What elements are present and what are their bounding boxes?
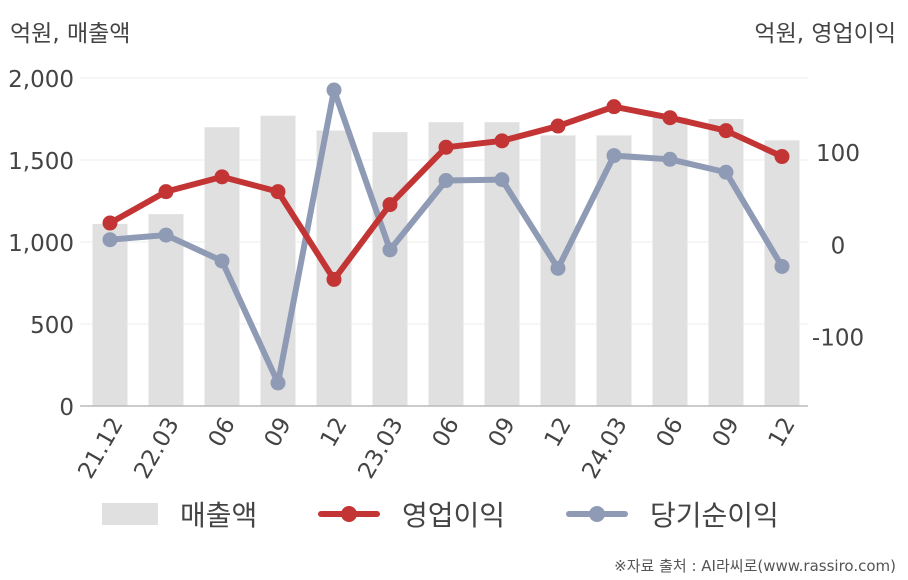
operating-profit-point: [774, 149, 790, 165]
left-axis-ticks: 0 500 1,000 1,500 2,000: [8, 67, 74, 421]
combo-chart: 0 500 1,000 1,500 2,000 -100 0 100 21.12 22.03 0…: [8, 67, 864, 483]
sales-bar: [148, 214, 184, 406]
left-axis-tick-label: 0: [59, 395, 74, 421]
right-axis-tick-label: -100: [812, 326, 864, 352]
left-axis-tick-label: 2,000: [8, 67, 74, 93]
legend-swatch-sales: [102, 503, 158, 525]
sales-bar: [484, 122, 520, 406]
x-axis-ticks: 21.12 22.03 06 09 12 23.03 06 09 12 24.03 06 09 12: [73, 413, 800, 483]
right-axis-unit: 억원, 영업이익: [754, 21, 896, 47]
net-income-point: [550, 260, 566, 276]
legend: 매출액 영업이익 당기순이익: [0, 492, 908, 536]
x-axis-tick-label: 06: [204, 413, 241, 451]
x-axis-tick-label: 06: [428, 413, 465, 451]
x-axis-tick-label: 12: [764, 413, 801, 451]
net-income-point: [214, 253, 230, 269]
net-income-point: [158, 227, 174, 243]
sales-bar: [92, 223, 128, 406]
right-axis-ticks: -100 0 100: [812, 141, 864, 352]
x-axis-tick-label: 06: [652, 413, 689, 451]
net-income-point: [326, 82, 342, 98]
operating-profit-point: [662, 110, 678, 126]
net-income-point: [382, 242, 398, 258]
net-income-point: [270, 375, 286, 391]
sales-bars: [92, 115, 800, 407]
net-income-point: [494, 172, 510, 188]
x-axis-tick-label: 12: [540, 413, 577, 451]
left-axis-tick-label: 500: [30, 313, 74, 339]
legend-swatch-net-income: [566, 503, 628, 525]
operating-profit-point: [494, 133, 510, 149]
left-axis-tick-label: 1,500: [8, 149, 74, 175]
operating-profit-point: [438, 139, 454, 155]
legend-label-operating-profit: 영업이익: [402, 499, 506, 532]
x-axis-tick-label: 09: [708, 413, 745, 451]
profit-lines: [102, 82, 790, 391]
sales-bar: [428, 122, 464, 406]
operating-profit-point: [270, 184, 286, 200]
operating-profit-point: [102, 215, 118, 231]
left-axis-tick-label: 1,000: [8, 231, 74, 257]
sales-bar: [708, 119, 744, 406]
net-income-point: [606, 148, 622, 164]
operating-profit-point: [214, 169, 230, 185]
operating-profit-point: [326, 271, 342, 287]
legend-item-operating-profit: 영업이익: [318, 492, 505, 536]
sales-bar: [316, 130, 352, 407]
legend-swatch-operating-profit: [318, 503, 380, 525]
net-income-point: [662, 151, 678, 167]
x-axis-tick-label: 23.03: [353, 413, 408, 483]
source-credit: ※자료 출처 : AI라씨로(www.rassiro.com): [614, 557, 896, 575]
sales-bar: [372, 132, 408, 406]
legend-item-sales: 매출액: [102, 492, 257, 536]
operating-profit-point: [382, 197, 398, 213]
legend-label-net-income: 당기순이익: [650, 499, 779, 532]
left-axis-unit: 억원, 매출액: [10, 21, 131, 47]
operating-profit-point: [550, 118, 566, 134]
operating-profit-point: [718, 123, 734, 139]
right-axis-tick-label: 0: [831, 233, 846, 259]
x-axis-tick-label: 12: [316, 413, 353, 451]
legend-item-net-income: 당기순이익: [566, 492, 779, 536]
operating-profit-point: [158, 184, 174, 200]
right-axis-tick-label: 100: [816, 141, 860, 167]
x-axis-tick-label: 22.03: [129, 413, 184, 483]
x-axis-tick-label: 09: [484, 413, 521, 451]
x-axis-tick-label: 21.12: [73, 413, 128, 483]
net-income-point: [718, 164, 734, 180]
net-income-point: [774, 258, 790, 274]
net-income-point: [438, 173, 454, 189]
operating-profit-point: [606, 99, 622, 115]
net-income-point: [102, 232, 118, 248]
legend-label-sales: 매출액: [180, 499, 258, 532]
x-axis-tick-label: 24.03: [577, 413, 632, 483]
x-axis-tick-label: 09: [260, 413, 297, 451]
